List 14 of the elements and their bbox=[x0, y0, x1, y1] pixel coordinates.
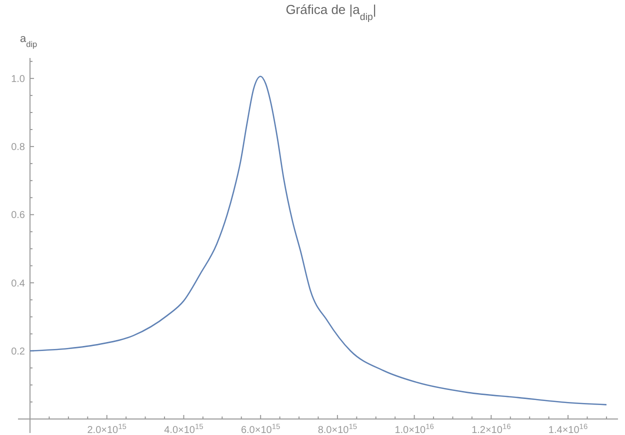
x-tick-label: 1.4×10$^{16}$ bbox=[548, 422, 588, 435]
x-tick-label: 8.0×10$^{15}$ bbox=[318, 422, 358, 435]
y-tick-label: 0.6 bbox=[11, 210, 26, 222]
y-tick-label: 1.0 bbox=[11, 74, 26, 85]
x-tick-label: 1.2×10$^{16}$ bbox=[472, 422, 511, 435]
y-tick-label: 0.2 bbox=[11, 346, 26, 358]
chart-title: Gráfica de |a$_{dip}$| bbox=[286, 2, 376, 22]
y-tick-label: 0.4 bbox=[11, 278, 26, 290]
x-tick-label: 1.0×10$^{16}$ bbox=[394, 422, 434, 435]
y-tick-label: 0.8 bbox=[11, 142, 26, 154]
y-axis-title: a$_{dip}$ bbox=[20, 33, 38, 48]
x-tick-label: 2.0×10$^{15}$ bbox=[87, 422, 126, 435]
x-tick-label: 6.0×10$^{15}$ bbox=[240, 422, 280, 435]
x-tick-label: 4.0×10$^{15}$ bbox=[164, 422, 204, 435]
